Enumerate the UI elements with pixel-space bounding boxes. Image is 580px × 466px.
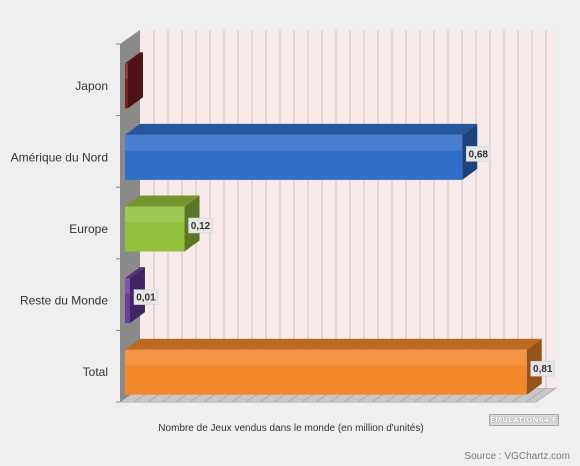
value-label-4: 0,81: [530, 360, 556, 377]
bar-top-3: [125, 267, 145, 279]
value-label-text-2: 0,12: [191, 221, 211, 232]
x-axis-label: Nombre de Jeux vendus dans le monde (en …: [158, 423, 423, 434]
bar-4: [125, 338, 542, 395]
bar-highlight-4: [125, 349, 527, 366]
bar-highlight-0: [125, 63, 128, 80]
bar-front-2: [125, 206, 185, 252]
value-label-bg-1: [466, 146, 491, 162]
value-label-bg-2: [188, 217, 213, 234]
category-label-1: Amérique du Nord: [11, 150, 108, 164]
bar-front-0: [125, 63, 128, 109]
bar-side-0: [128, 52, 143, 109]
gridlines: [133, 30, 547, 403]
category-label-2: Europe: [69, 222, 108, 236]
bar-highlight-1: [125, 134, 463, 151]
bar-2: [125, 195, 200, 252]
bar-front-4: [125, 349, 527, 395]
value-label-2: 0,12: [188, 217, 213, 234]
bar-top-0: [125, 52, 143, 64]
value-label-1: 0,68: [466, 146, 491, 162]
category-label-4: Total: [83, 365, 108, 379]
bar-1: [125, 123, 478, 180]
floor-gridline-28: [525, 387, 547, 403]
bars: [125, 52, 542, 395]
value-label-text-3: 0,01: [136, 293, 156, 304]
category-label-0: Japon: [75, 79, 108, 93]
value-label-bg-4: [530, 360, 556, 377]
category-labels: Japon Amérique du Nord Europe Reste du Mond…: [11, 79, 109, 379]
bar-top-2: [125, 195, 200, 207]
bar-front-3: [125, 278, 130, 324]
value-label-bg-3: [133, 289, 159, 305]
emulation64-logo: EMULATION64.FR: [489, 414, 559, 426]
category-label-3: Reste du Monde: [20, 294, 108, 308]
value-label-text-1: 0,68: [469, 149, 489, 160]
value-label-text-4: 0,81: [533, 364, 553, 375]
bar-top-4: [125, 338, 542, 350]
bar-top-1: [125, 123, 478, 135]
bar-front-1: [125, 134, 463, 180]
value-labels: 0,68 0,12 0,01 0,81: [133, 146, 556, 377]
source-text: Source : VGChartz.com: [464, 451, 570, 462]
category-separators: [116, 43, 120, 403]
plot-back-wall: [140, 30, 556, 388]
bar-0: [125, 52, 143, 109]
value-label-3: 0,01: [133, 289, 159, 305]
bar-highlight-3: [125, 278, 130, 294]
bar-highlight-2: [125, 206, 185, 223]
